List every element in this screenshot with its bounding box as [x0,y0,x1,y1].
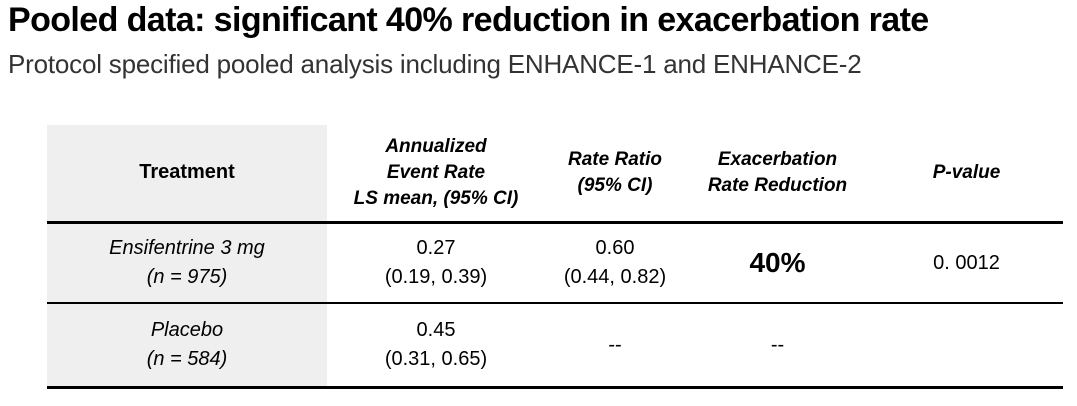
cell-ensifentrine-annualized-event-rate: 0.27 (0.19, 0.39) [384,237,488,288]
column-header-annualized-event-rate: Annualized Event Rate LS mean, (95% CI) [353,135,519,210]
cell-ensifentrine-p-value: 0. 0012 [933,251,1000,274]
cell-placebo-rate-reduction: -- [770,333,785,356]
cell-ensifentrine-rate-ratio: 0.60 (0.44, 0.82) [563,237,667,288]
column-header-treatment: Treatment [47,125,327,221]
cell-placebo-rate-ratio: -- [608,333,622,356]
cell-placebo-p-value [870,304,1063,386]
table-row-ensifentrine: Ensifentrine 3 mg (n = 975) 0.27 (0.19, … [47,224,1063,304]
column-header-p-value: P-value [932,161,1001,183]
table-row-placebo: Placebo (n = 584) 0.45 (0.31, 0.65) -- -… [47,304,1063,389]
results-table: Treatment Annualized Event Rate LS mean,… [47,125,1063,389]
table-header-row: Treatment Annualized Event Rate LS mean,… [47,125,1063,224]
cell-placebo-annualized-event-rate: 0.45 (0.31, 0.65) [384,319,488,370]
page-title: Pooled data: significant 40% reduction i… [8,1,929,39]
column-header-rate-ratio: Rate Ratio (95% CI) [568,148,662,196]
column-header-exacerbation-rate-reduction: Exacerbation Rate Reduction [707,148,848,196]
page-subtitle: Protocol specified pooled analysis inclu… [8,49,862,79]
cell-ensifentrine-treatment: Ensifentrine 3 mg (n = 975) [47,224,327,302]
cell-placebo-treatment: Placebo (n = 584) [47,304,327,386]
cell-ensifentrine-rate-reduction: 40% [749,246,806,278]
